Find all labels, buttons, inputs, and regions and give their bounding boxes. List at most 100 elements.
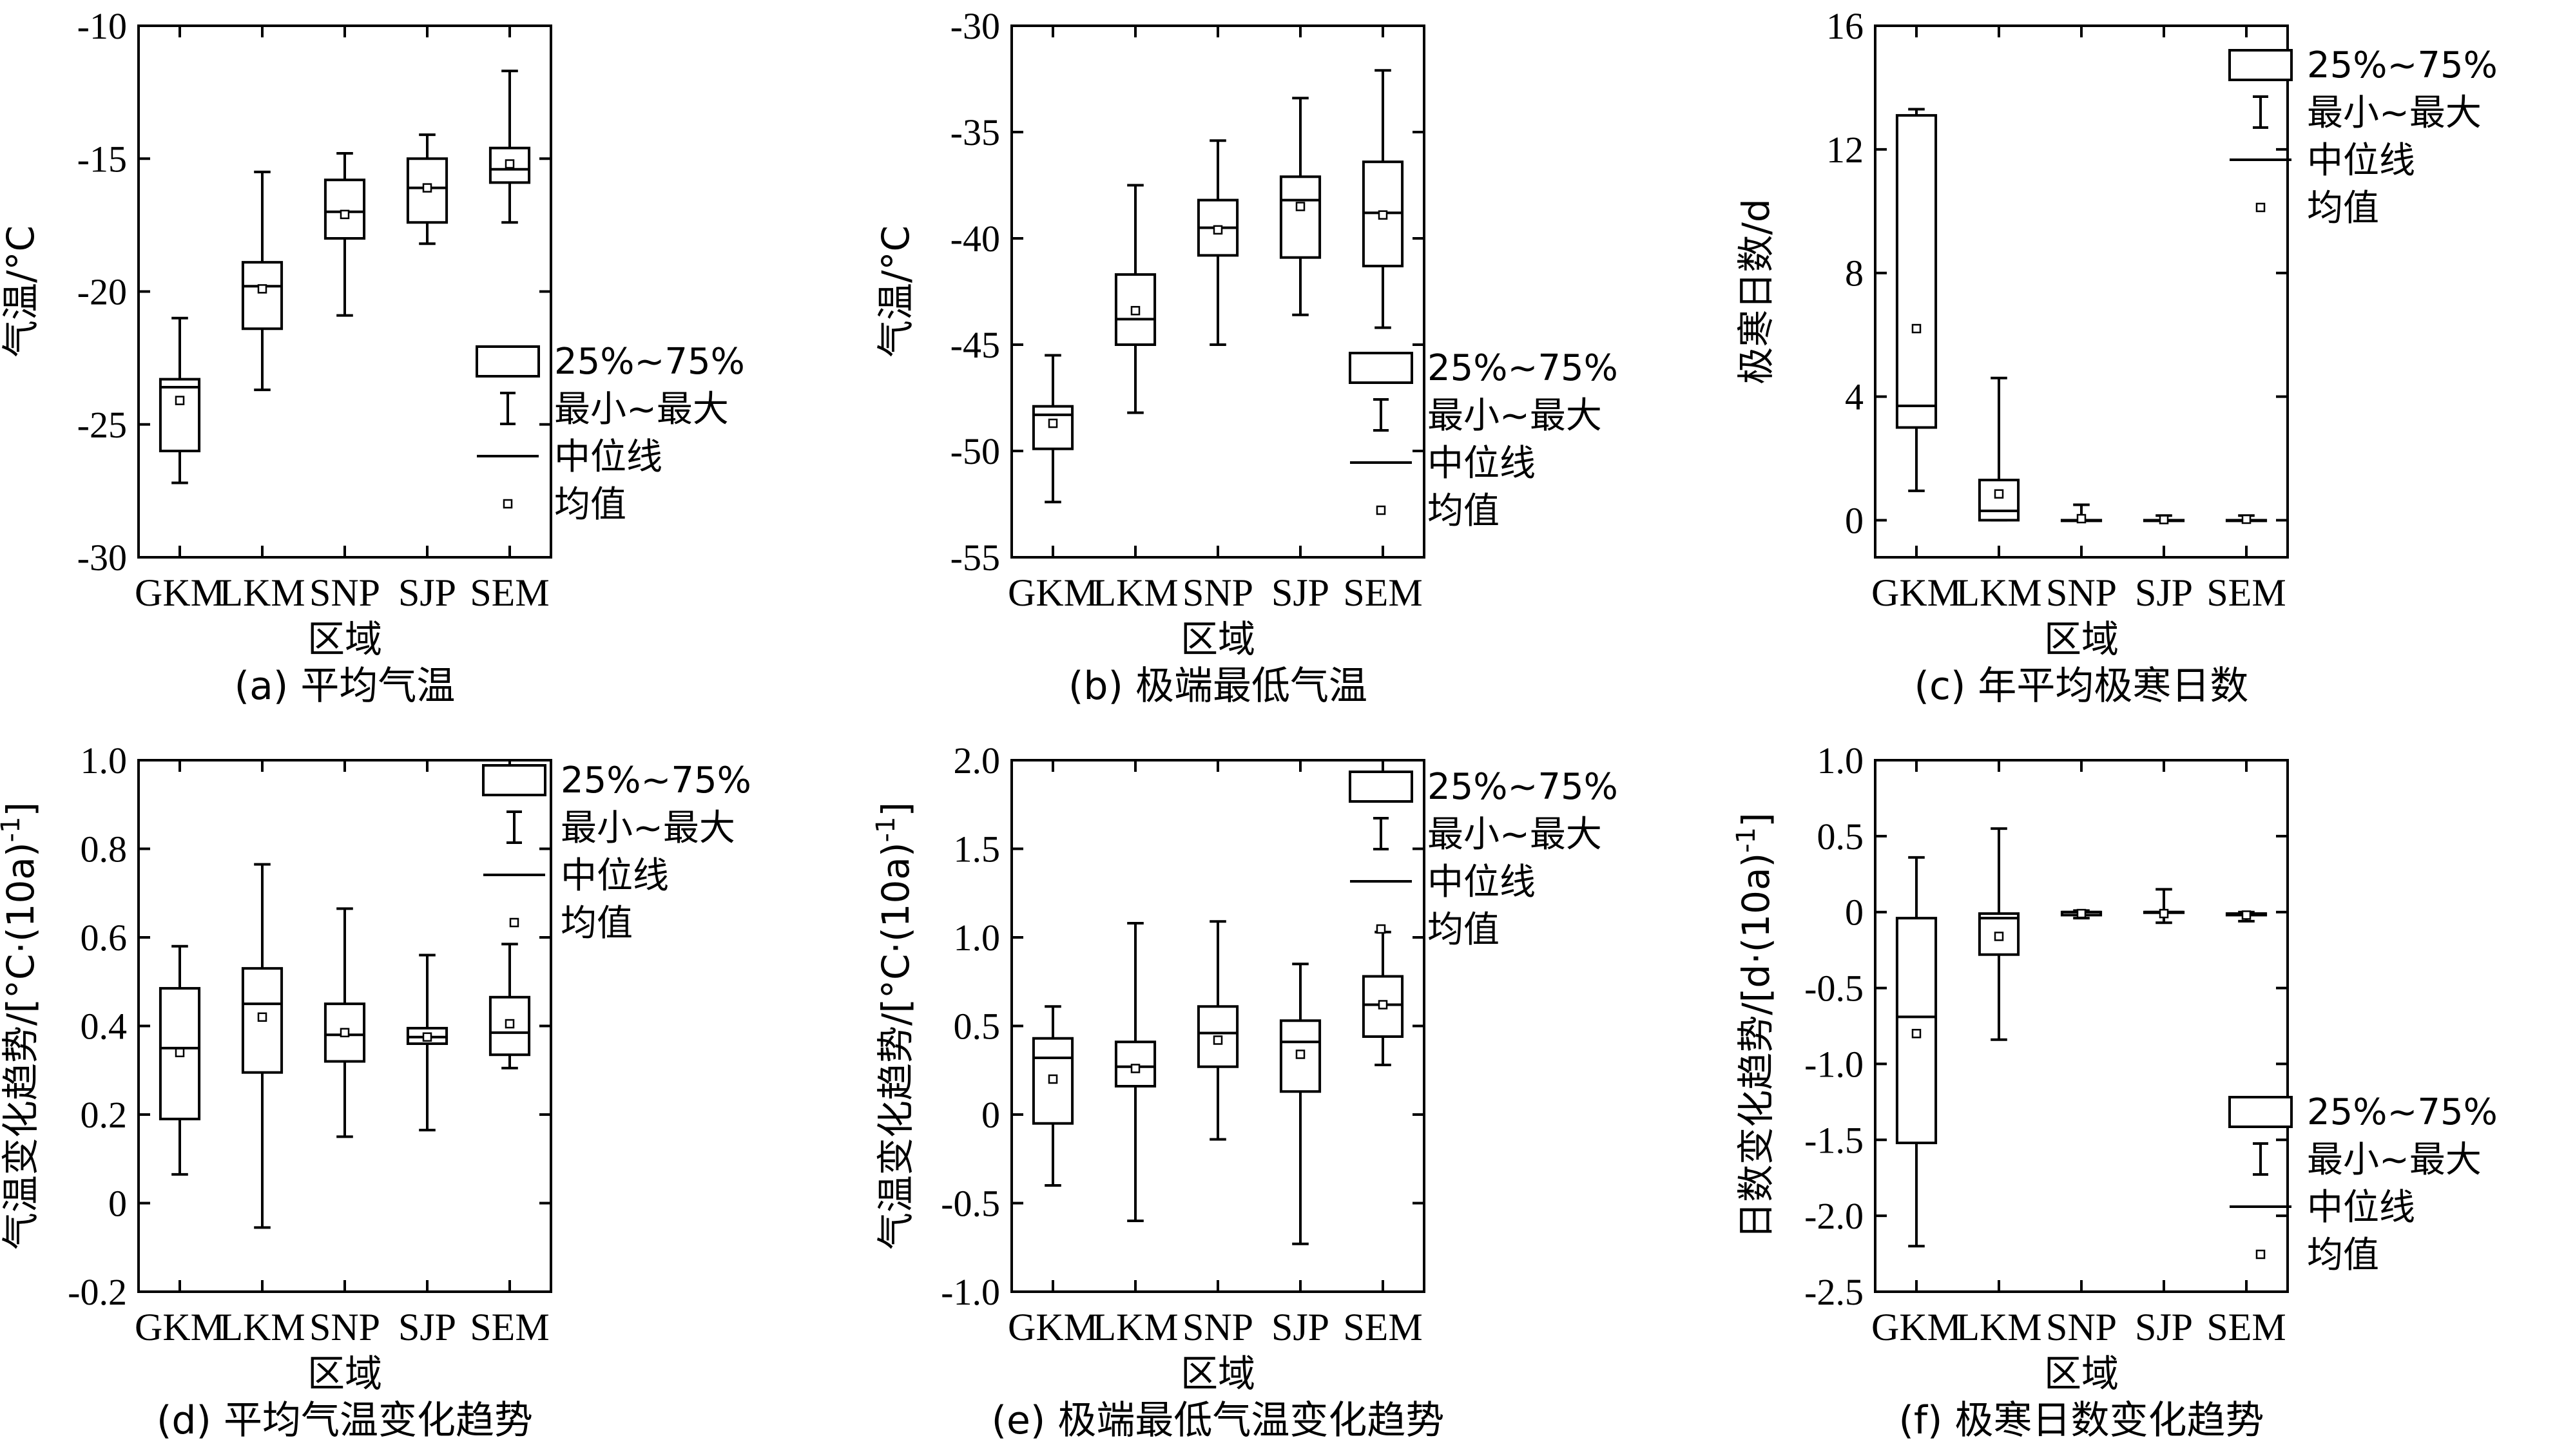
x-tick-label: GKM bbox=[135, 1306, 225, 1348]
x-tick-label: SNP bbox=[2046, 571, 2117, 614]
mean-marker bbox=[422, 1032, 432, 1042]
x-axis-title: 区域 bbox=[307, 1352, 382, 1395]
legend-mean-symbol bbox=[2255, 1249, 2266, 1260]
box-GKM bbox=[1895, 856, 1938, 1248]
legend-box-symbol bbox=[2228, 1096, 2293, 1128]
box-SEM bbox=[2225, 910, 2268, 923]
x-tick-label: SJP bbox=[1271, 571, 1329, 614]
x-tick-label: SJP bbox=[398, 571, 456, 614]
mean-marker bbox=[1295, 202, 1306, 211]
x-tick-label: SEM bbox=[1343, 571, 1422, 614]
legend-label: 最小~最大 bbox=[1427, 814, 1602, 856]
y-tick-label: 0 bbox=[981, 1094, 1000, 1136]
box-SNP bbox=[2060, 503, 2103, 524]
box-SEM bbox=[488, 70, 531, 224]
panel-caption: (b) 极端最低气温 bbox=[1068, 664, 1367, 709]
x-tick-label: SJP bbox=[2135, 1306, 2193, 1348]
box-GKM bbox=[1032, 354, 1074, 504]
legend-label: 中位线 bbox=[1427, 443, 1536, 484]
box-LKM bbox=[1978, 827, 2020, 1041]
legend-label: 最小~最大 bbox=[2307, 92, 2482, 134]
iqr-box bbox=[323, 178, 366, 240]
y-tick-label: -15 bbox=[77, 138, 127, 180]
box-SNP bbox=[2060, 908, 2103, 920]
x-tick-label: SJP bbox=[1271, 1306, 1329, 1348]
box-SEM bbox=[1362, 69, 1404, 329]
x-tick-label: LKM bbox=[1092, 1306, 1178, 1348]
x-tick-label: SEM bbox=[2206, 571, 2286, 614]
legend-mean-symbol bbox=[1376, 924, 1386, 934]
legend-box-symbol bbox=[476, 345, 540, 378]
mean-marker bbox=[1378, 210, 1388, 220]
mean-marker bbox=[340, 1028, 350, 1038]
y-tick-label: -2.0 bbox=[1804, 1195, 1864, 1237]
x-tick-label: LKM bbox=[219, 1306, 305, 1348]
box-SNP bbox=[1197, 920, 1239, 1141]
x-tick-label: SEM bbox=[470, 571, 549, 614]
legend-label: 25%~75% bbox=[1427, 766, 1618, 808]
x-axis-title: 区域 bbox=[2044, 617, 2119, 661]
y-axis-title: 日数变化趋势/[d·(10a)-1] bbox=[1731, 812, 1778, 1240]
x-tick-label: SNP bbox=[309, 1306, 380, 1348]
y-tick-label: 1.0 bbox=[81, 740, 128, 781]
box-SNP bbox=[323, 152, 366, 317]
iqr-box bbox=[1032, 405, 1074, 450]
y-tick-label: -10 bbox=[77, 5, 127, 47]
iqr-box bbox=[1279, 175, 1322, 259]
y-tick-label: 0.8 bbox=[81, 829, 128, 870]
x-tick-label: SJP bbox=[2135, 571, 2193, 614]
y-tick-label: -0.5 bbox=[941, 1183, 1000, 1225]
y-tick-label: -20 bbox=[77, 271, 127, 313]
box-GKM bbox=[1032, 1005, 1074, 1187]
x-axis-title: 区域 bbox=[1181, 617, 1255, 661]
legend-mean-symbol bbox=[509, 917, 519, 928]
legend-label: 中位线 bbox=[2307, 140, 2415, 182]
box-GKM bbox=[159, 316, 201, 484]
panel-caption: (d) 平均气温变化趋势 bbox=[157, 1398, 533, 1443]
legend-label: 中位线 bbox=[1427, 861, 1536, 903]
mean-marker bbox=[1213, 225, 1223, 235]
y-tick-label: -45 bbox=[950, 324, 1000, 366]
legend-label: 25%~75% bbox=[1427, 347, 1618, 389]
mean-marker bbox=[257, 284, 267, 294]
mean-marker bbox=[2241, 514, 2252, 524]
legend-box-symbol bbox=[1349, 352, 1413, 384]
box-SJP bbox=[1279, 963, 1322, 1245]
y-tick-label: 12 bbox=[1826, 129, 1864, 171]
y-tick-label: -30 bbox=[77, 537, 127, 579]
y-tick-label: 0 bbox=[1845, 499, 1864, 541]
legend-label: 最小~最大 bbox=[2307, 1139, 2482, 1181]
mean-marker bbox=[2159, 515, 2169, 524]
legend-label: 25%~75% bbox=[2307, 44, 2498, 86]
legend-box-symbol bbox=[2228, 49, 2293, 81]
mean-marker bbox=[2076, 513, 2087, 524]
legend-label: 中位线 bbox=[554, 436, 662, 478]
y-axis-title: 极寒日数/d bbox=[1734, 198, 1778, 384]
box-SJP bbox=[406, 133, 448, 245]
mean-marker bbox=[1130, 305, 1141, 316]
y-tick-label: 0 bbox=[1845, 892, 1864, 934]
x-tick-label: GKM bbox=[1008, 571, 1098, 614]
y-tick-label: -1.0 bbox=[1804, 1043, 1864, 1085]
legend-box-symbol bbox=[1349, 771, 1413, 803]
legend-label: 最小~最大 bbox=[554, 388, 729, 430]
mean-marker bbox=[1911, 323, 1922, 334]
x-tick-label: SJP bbox=[398, 1306, 456, 1348]
legend-label: 25%~75% bbox=[561, 760, 751, 801]
x-tick-label: SNP bbox=[2046, 1306, 2117, 1348]
y-tick-label: 16 bbox=[1826, 5, 1864, 47]
mean-marker bbox=[422, 183, 432, 193]
legend-label: 25%~75% bbox=[2307, 1091, 2498, 1133]
mean-marker bbox=[1911, 1029, 1922, 1039]
x-axis-title: 区域 bbox=[1181, 1352, 1255, 1395]
mean-marker bbox=[1994, 932, 2004, 941]
y-tick-label: 0.6 bbox=[81, 917, 128, 959]
